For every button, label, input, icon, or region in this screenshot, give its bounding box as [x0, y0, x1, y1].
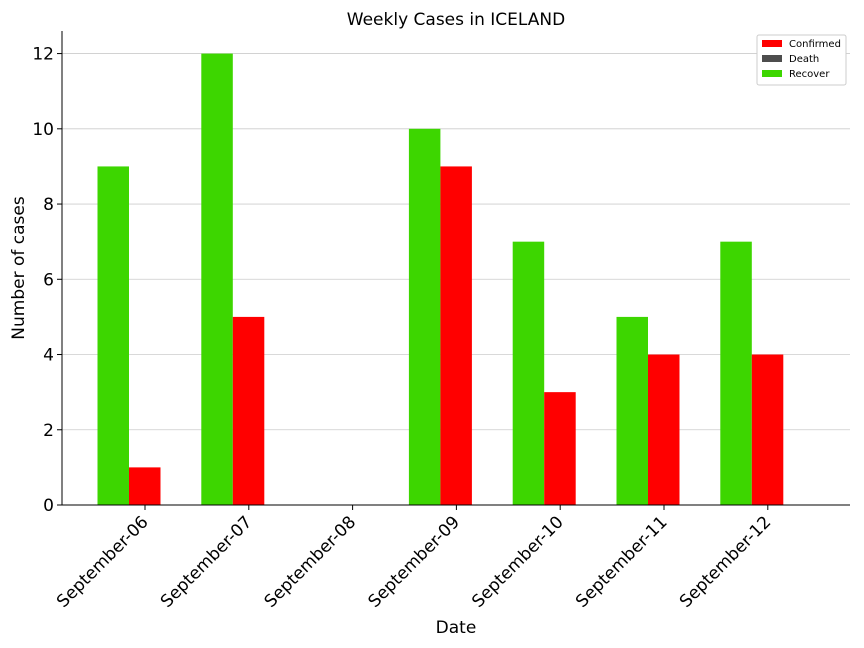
bar-recover-september-11	[616, 316, 648, 505]
bar-confirmed-september-09	[440, 166, 472, 505]
x-ticks: September-06 September-07 September-08 Sept…	[53, 505, 775, 612]
legend-swatch-confirmed	[762, 40, 782, 47]
legend-label-confirmed: Confirmed	[789, 39, 841, 50]
y-tick-label: 6	[43, 270, 54, 290]
bar-recover-september-09	[408, 128, 441, 506]
bar-recover-september-12	[720, 241, 752, 505]
chart-title: Weekly Cases in ICELAND	[347, 10, 565, 30]
x-tick-label: September-10	[468, 512, 567, 611]
bar-confirmed-september-10	[544, 392, 576, 505]
bars	[97, 53, 784, 506]
y-tick-label: 12	[32, 45, 54, 65]
x-tick-label: September-07	[157, 512, 256, 611]
legend-swatch-death	[762, 55, 782, 62]
bar-recover-september-10	[512, 241, 545, 505]
bar-recover-september-06	[97, 166, 129, 505]
legend-label-death: Death	[789, 54, 819, 65]
y-tick-label: 8	[43, 195, 54, 215]
bar-confirmed-september-06	[129, 467, 161, 505]
bar-confirmed-september-07	[232, 316, 265, 505]
y-ticks: 0 2 4 6 8 10 12	[32, 45, 62, 516]
x-tick-label: September-08	[261, 512, 360, 611]
legend-label-recover: Recover	[789, 69, 830, 80]
bar-recover-september-07	[201, 53, 233, 505]
y-axis-label: Number of cases	[9, 196, 29, 340]
x-tick-label: September-11	[572, 512, 671, 611]
x-axis-label: Date	[436, 618, 477, 638]
y-tick-label: 4	[43, 346, 54, 366]
legend-swatch-recover	[762, 70, 782, 77]
y-tick-label: 2	[43, 421, 54, 441]
x-tick-label: September-12	[676, 512, 775, 611]
bar-confirmed-september-12	[751, 354, 784, 505]
bar-confirmed-september-11	[648, 354, 680, 505]
y-tick-label: 10	[32, 120, 54, 140]
y-tick-label: 0	[43, 496, 54, 516]
x-tick-label: September-09	[364, 512, 463, 611]
legend: Confirmed Death Recover	[756, 34, 847, 86]
x-tick-label: September-06	[53, 512, 152, 611]
